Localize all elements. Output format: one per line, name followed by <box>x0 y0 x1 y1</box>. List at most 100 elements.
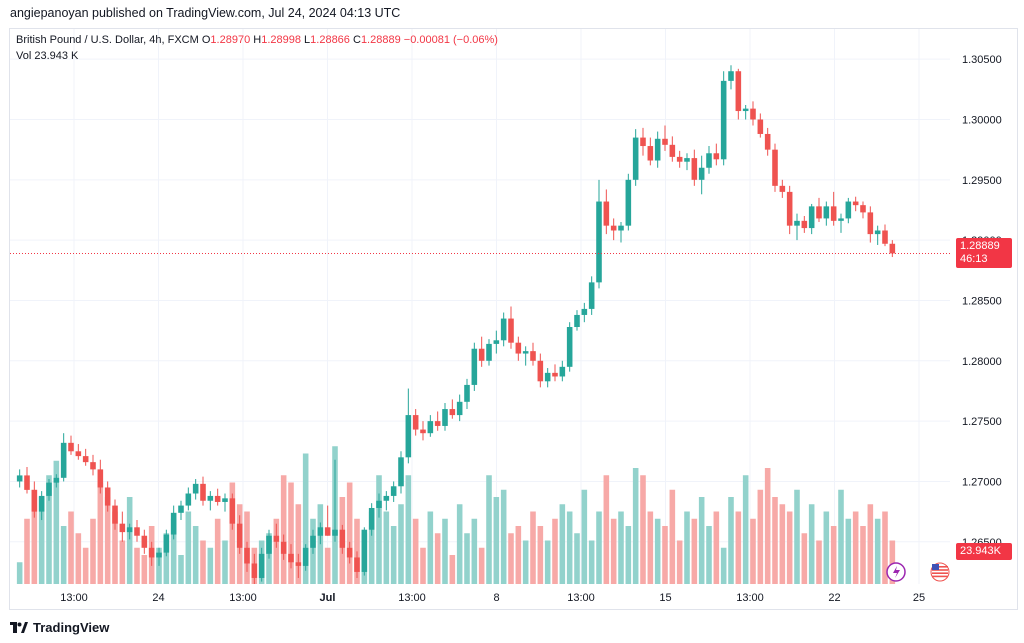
candle-body <box>207 495 214 501</box>
x-tick-label: 13:00 <box>567 592 595 604</box>
candle-body <box>317 527 324 536</box>
candle-body <box>867 212 874 235</box>
volume-bar <box>647 511 654 584</box>
candle-body <box>808 206 815 229</box>
candle-body <box>764 133 771 150</box>
volume-bar <box>720 547 727 584</box>
candle-body <box>302 547 309 566</box>
candle-body <box>90 462 96 470</box>
volume-bar <box>662 526 668 584</box>
volume-bar <box>442 518 448 584</box>
volume-bar <box>794 489 800 584</box>
volume-bar <box>126 497 133 584</box>
volume-bar <box>390 526 397 584</box>
candle-body <box>544 372 551 382</box>
volume-bar <box>706 526 712 584</box>
candle-body <box>464 384 470 402</box>
high-label: H <box>253 34 262 46</box>
volume-bar <box>735 511 742 584</box>
candle-body <box>295 562 302 566</box>
candle-body <box>134 527 140 536</box>
volume-bar <box>354 518 360 584</box>
candle-body <box>742 108 749 112</box>
candle-body <box>830 206 837 221</box>
low-value: 1.28866 <box>310 34 350 46</box>
volume-bar <box>772 497 778 584</box>
candle-body <box>779 185 786 192</box>
candle-body <box>574 314 580 328</box>
low-label: L <box>304 34 311 46</box>
candle-body <box>346 547 353 558</box>
candle-body <box>60 442 67 478</box>
volume-bar <box>618 511 624 584</box>
candle-body <box>823 206 830 219</box>
publisher-line: angiepanoyan published on TradingView.co… <box>10 6 401 20</box>
volume-value: 23.943 K <box>34 50 79 62</box>
volume-bar <box>493 497 500 584</box>
x-tick-label: 8 <box>493 592 499 604</box>
candle-body <box>185 493 192 506</box>
volume-bar <box>456 504 463 584</box>
volume-bar <box>376 475 382 584</box>
candle-body <box>625 179 632 226</box>
volume-bar <box>449 555 456 584</box>
candle-body <box>258 553 265 578</box>
volume-bar <box>632 468 639 584</box>
volume-bar <box>684 511 690 584</box>
volume-bar <box>867 504 874 584</box>
volume-bar <box>207 547 214 584</box>
candle-body <box>266 535 272 554</box>
x-tick-label: 22 <box>828 592 840 604</box>
candle-body <box>31 489 38 512</box>
candle-body <box>889 243 896 254</box>
candle-body <box>596 201 602 283</box>
volume-bar <box>691 518 698 584</box>
candle-body <box>478 348 485 361</box>
symbol-title: British Pound / U.S. Dollar, 4h, FXCM <box>16 34 199 46</box>
candle-body <box>427 421 434 434</box>
y-tick-label: 1.27000 <box>962 476 1002 488</box>
candle-body <box>75 451 82 457</box>
candle-body <box>508 318 514 343</box>
candle-body <box>97 469 104 488</box>
candle-body <box>522 351 529 354</box>
candle-body <box>214 495 221 502</box>
volume-bar <box>273 518 280 584</box>
candle-body <box>647 146 654 161</box>
candle-body <box>581 308 588 315</box>
volume-bar <box>742 475 749 584</box>
candle-body <box>280 541 287 554</box>
volume-bar <box>500 489 507 584</box>
candle-body <box>178 505 184 513</box>
volume-bar <box>764 468 771 584</box>
volume-bar <box>750 518 756 584</box>
candle-body <box>530 351 536 361</box>
candle-body <box>24 475 30 490</box>
flag-canton <box>932 564 939 570</box>
candle-body <box>354 557 360 572</box>
volume-bar <box>383 511 390 584</box>
volume-bar <box>24 518 30 584</box>
volume-bar <box>808 504 815 584</box>
volume-bar <box>874 518 881 584</box>
volume-bar <box>464 533 470 584</box>
volume-bar <box>522 540 529 584</box>
volume-bar <box>596 511 602 584</box>
volume-bar <box>163 533 170 584</box>
volume-bar <box>178 555 184 584</box>
volume-bar <box>823 511 830 584</box>
volume-bar <box>38 497 45 584</box>
volume-bar <box>581 489 588 584</box>
x-tick-label: 24 <box>152 592 164 604</box>
candle-body <box>735 71 742 112</box>
volume-bar <box>16 562 23 584</box>
candle-body <box>156 552 162 558</box>
volume-bar <box>566 511 573 584</box>
volume-bar <box>346 482 353 584</box>
candle-body <box>669 144 676 157</box>
candle-body <box>662 138 668 145</box>
tradingview-logo-icon <box>10 622 28 633</box>
volume-bar <box>588 540 595 584</box>
candle-body <box>16 475 23 482</box>
